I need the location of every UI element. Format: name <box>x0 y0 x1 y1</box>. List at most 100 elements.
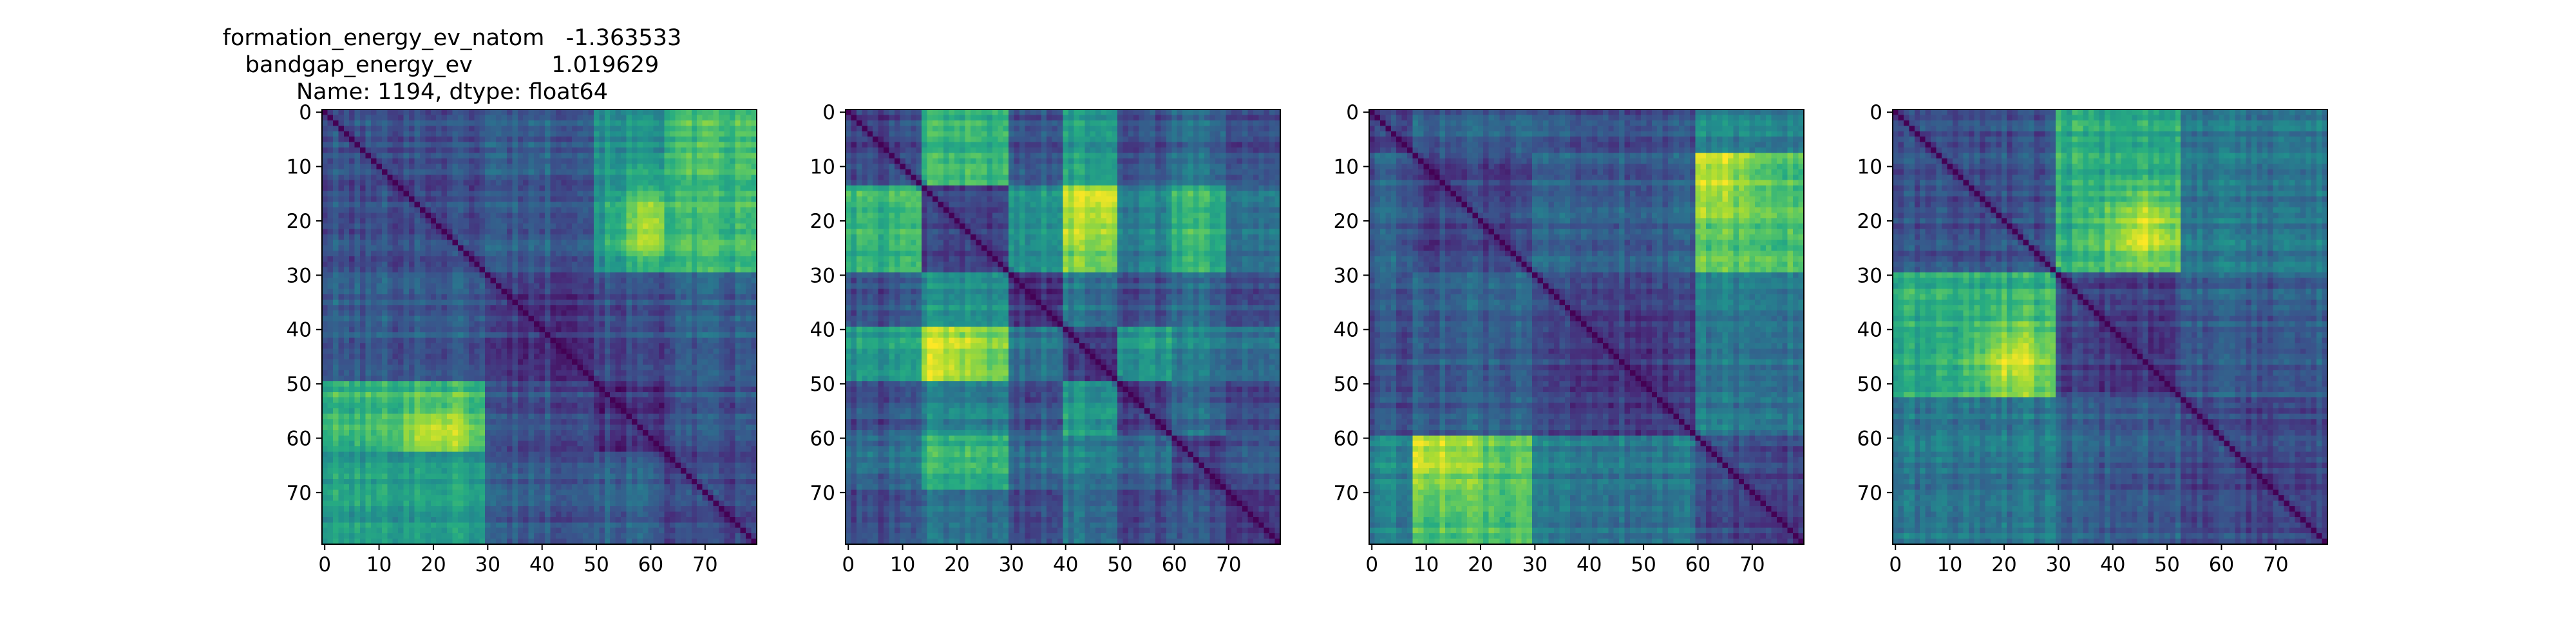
heatmap-cell <box>529 147 535 153</box>
heatmap-cell <box>393 424 399 430</box>
heatmap-cell <box>355 120 361 126</box>
heatmap-cell <box>425 321 431 327</box>
heatmap-cell <box>550 158 556 164</box>
heatmap-cell <box>648 223 654 229</box>
heatmap-cell <box>376 397 382 403</box>
heatmap-cell <box>496 272 502 278</box>
heatmap-cell <box>692 397 697 403</box>
heatmap-cell <box>746 158 752 164</box>
heatmap-cell <box>578 305 583 311</box>
heatmap-cell <box>605 359 611 365</box>
heatmap-cell <box>556 354 562 360</box>
heatmap-cell <box>594 278 600 284</box>
heatmap-cell <box>431 240 437 246</box>
heatmap-cell <box>567 240 573 246</box>
heatmap-cell <box>366 392 372 398</box>
heatmap-cell <box>567 310 573 316</box>
heatmap-cell <box>550 191 556 197</box>
heatmap-cell <box>469 354 475 360</box>
heatmap-cell <box>588 207 594 213</box>
heatmap-cell <box>469 126 475 131</box>
heatmap-cell <box>681 207 687 213</box>
heatmap-cell <box>621 414 627 420</box>
heatmap-cell <box>420 397 426 403</box>
heatmap-cell <box>714 359 719 365</box>
heatmap-cell <box>588 213 594 218</box>
heatmap-cell <box>414 310 420 316</box>
heatmap-cell <box>610 131 616 137</box>
heatmap-cell <box>556 343 562 349</box>
heatmap-cell <box>447 267 453 273</box>
heatmap-cell <box>719 207 724 213</box>
heatmap-cell <box>360 359 366 365</box>
heatmap-cell <box>518 392 524 398</box>
heatmap-cell <box>436 359 442 365</box>
heatmap-cell <box>404 120 410 126</box>
heatmap-cell <box>550 218 556 224</box>
heatmap-cell <box>393 435 399 441</box>
heatmap-cell <box>496 408 502 414</box>
heatmap-cell <box>338 185 344 191</box>
heatmap-cell <box>654 435 659 441</box>
heatmap-cell <box>338 305 344 311</box>
heatmap-cell <box>371 185 377 191</box>
heatmap-cell <box>708 310 714 316</box>
heatmap-cell <box>746 348 752 354</box>
heatmap-cell <box>393 234 399 240</box>
heatmap-cell <box>572 234 578 240</box>
heatmap-cell <box>523 261 529 267</box>
heatmap-cell <box>518 142 524 148</box>
heatmap-cell <box>409 414 415 420</box>
heatmap-cell <box>588 169 594 175</box>
heatmap-cell <box>610 392 616 398</box>
heatmap-cell <box>523 289 529 294</box>
heatmap-cell <box>333 115 339 120</box>
heatmap-cell <box>599 365 605 371</box>
heatmap-cell <box>469 245 475 251</box>
heatmap-cell <box>714 175 719 180</box>
heatmap-cell <box>637 381 643 387</box>
heatmap-cell <box>567 289 573 294</box>
heatmap-cell <box>376 348 382 354</box>
heatmap-cell <box>621 370 627 376</box>
heatmap-cell <box>610 348 616 354</box>
heatmap-cell <box>594 147 600 153</box>
heatmap-cell <box>714 310 719 316</box>
heatmap-cell <box>322 321 328 327</box>
heatmap-cell <box>322 120 328 126</box>
heatmap-cell <box>692 191 697 197</box>
heatmap-cell <box>741 213 746 218</box>
heatmap-cell <box>366 164 372 169</box>
heatmap-cell <box>398 408 404 414</box>
heatmap-cell <box>512 142 518 148</box>
heatmap-cell <box>735 147 741 153</box>
heatmap-cell <box>491 435 497 441</box>
heatmap-cell <box>627 120 632 126</box>
heatmap-cell <box>703 310 708 316</box>
heatmap-cell <box>382 435 388 441</box>
heatmap-cell <box>420 408 426 414</box>
heatmap-cell <box>643 169 649 175</box>
heatmap-cell <box>327 327 333 333</box>
heatmap-cell <box>453 202 459 207</box>
heatmap-cell <box>648 419 654 425</box>
heatmap-cell <box>741 207 746 213</box>
heatmap-cell <box>376 343 382 349</box>
heatmap-cell <box>567 294 573 300</box>
heatmap-cell <box>567 137 573 142</box>
heatmap-cell <box>512 289 518 294</box>
heatmap-cell <box>382 294 388 300</box>
heatmap-cell <box>670 191 676 197</box>
heatmap-cell <box>360 185 366 191</box>
heatmap-cell <box>398 289 404 294</box>
heatmap-cell <box>371 272 377 278</box>
heatmap-cell <box>550 327 556 333</box>
heatmap-cell <box>414 251 420 256</box>
heatmap-cell <box>746 245 752 251</box>
heatmap-cell <box>735 299 741 305</box>
heatmap-cell <box>480 169 486 175</box>
heatmap-cell <box>730 153 735 159</box>
heatmap-cell <box>485 196 491 202</box>
heatmap-cell <box>474 321 480 327</box>
heatmap-cell <box>735 256 741 262</box>
